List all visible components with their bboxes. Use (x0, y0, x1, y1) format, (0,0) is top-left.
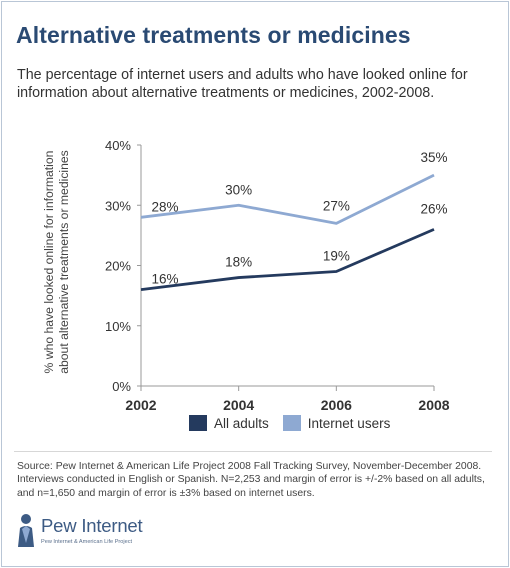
chart-title: Alternative treatments or medicines (16, 22, 411, 48)
series-line-all-adults (140, 228, 435, 291)
source-note: Source: Pew Internet & American Life Pro… (17, 461, 485, 499)
y-axis-label: % who have looked online for information… (42, 150, 71, 374)
y-tick-label: 40% (105, 138, 131, 153)
logo-tagline: Pew Internet & American Life Project (41, 539, 133, 545)
x-tick-label: 2002 (125, 397, 156, 413)
legend-item-internet-users: Internet users (282, 415, 391, 431)
pew-internet-logo: Pew Internet Pew Internet & American Lif… (15, 513, 215, 553)
x-tick-label: 2006 (321, 397, 352, 413)
legend-swatch-all-adults (189, 415, 207, 431)
logo-name: Pew Internet (41, 515, 143, 536)
legend-label-all-adults: All adults (214, 415, 269, 431)
y-tick-label: 0% (112, 379, 131, 394)
data-label-all-adults: 18% (225, 255, 252, 270)
x-tick-label: 2008 (418, 397, 449, 413)
y-tick-label: 10% (105, 319, 131, 334)
chart-subtitle: The percentage of internet users and adu… (17, 67, 468, 101)
legend-label-internet-users: Internet users (307, 415, 391, 431)
y-tick-label: 20% (105, 259, 131, 274)
data-label-internet-users: 30% (225, 182, 252, 197)
data-label-internet-users: 35% (420, 150, 447, 165)
data-label-all-adults: 19% (323, 249, 350, 264)
data-label-all-adults: 16% (151, 272, 178, 287)
y-tick-label: 30% (105, 198, 131, 213)
legend: All adults Internet users (189, 415, 404, 431)
legend-item-all-adults: All adults (189, 415, 269, 431)
series-line-internet-users (140, 173, 435, 225)
pew-figure-icon (18, 514, 34, 547)
data-label-internet-users: 28% (151, 199, 178, 214)
divider (14, 451, 492, 452)
data-label-internet-users: 27% (323, 198, 350, 213)
x-tick-label: 2004 (223, 397, 254, 413)
legend-swatch-internet-users (282, 415, 301, 431)
data-label-all-adults: 26% (420, 201, 447, 216)
